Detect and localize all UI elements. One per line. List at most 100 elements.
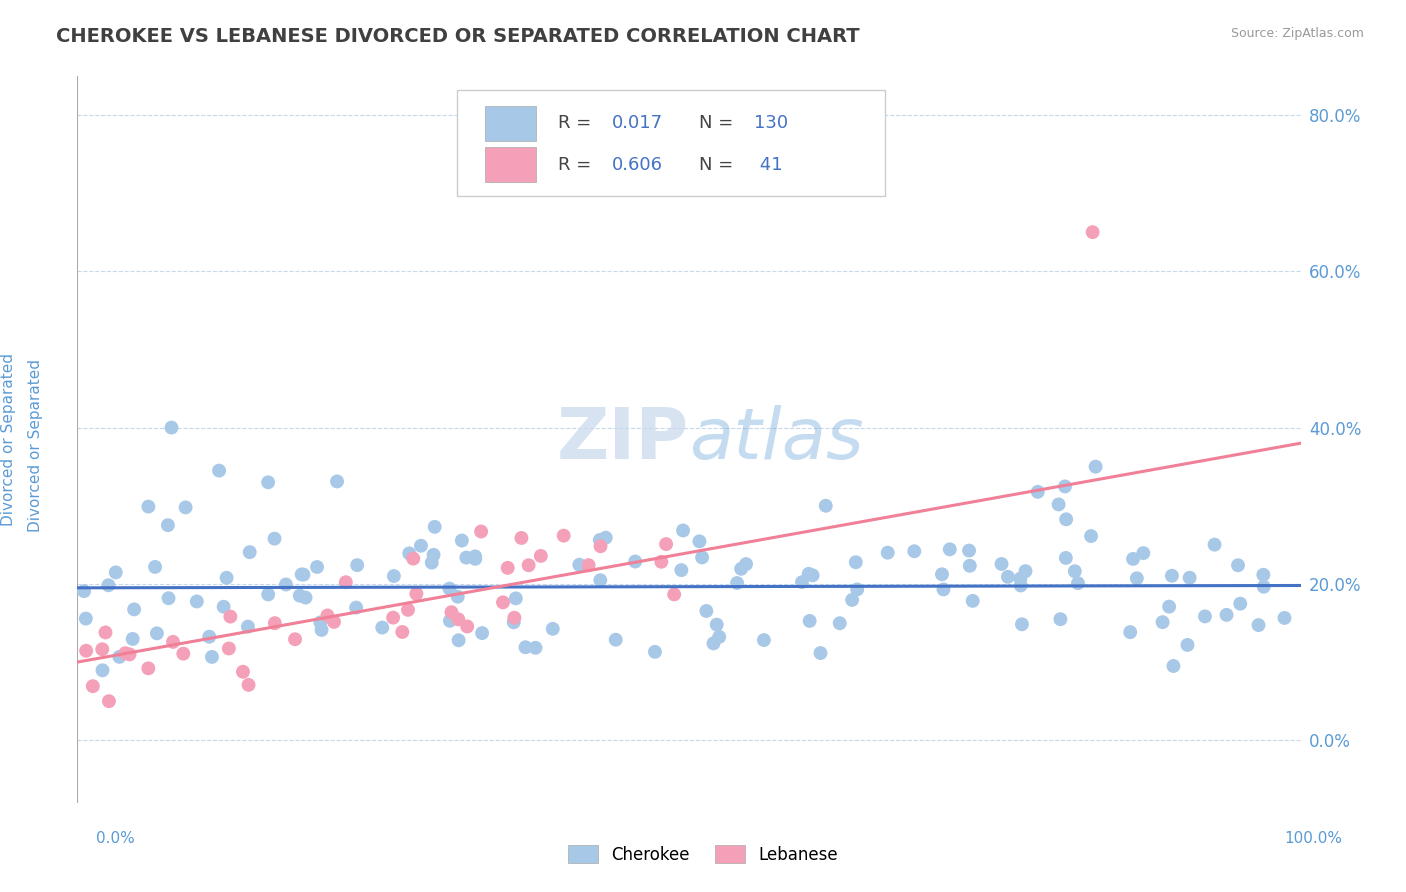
- Point: [208, 464, 231, 478]
- Point: [239, 545, 262, 559]
- Point: [118, 648, 141, 662]
- Point: [157, 591, 180, 606]
- Point: [1063, 564, 1085, 578]
- Point: [1011, 617, 1033, 632]
- Point: [121, 632, 143, 646]
- Point: [160, 420, 183, 434]
- Text: R =: R =: [558, 156, 598, 174]
- Point: [218, 641, 240, 656]
- Text: atlas: atlas: [689, 405, 863, 474]
- Point: [605, 632, 627, 647]
- Point: [578, 558, 600, 573]
- Point: [1178, 571, 1201, 585]
- Point: [1122, 552, 1144, 566]
- Point: [990, 557, 1012, 571]
- Point: [959, 558, 981, 573]
- Legend: Cherokee, Lebanese: Cherokee, Lebanese: [561, 838, 845, 871]
- Point: [186, 594, 208, 608]
- Point: [931, 567, 953, 582]
- Point: [471, 626, 494, 640]
- Point: [212, 599, 235, 614]
- Point: [1054, 512, 1077, 526]
- Point: [799, 614, 821, 628]
- Point: [464, 552, 486, 566]
- Text: CHEROKEE VS LEBANESE DIVORCED OR SEPARATED CORRELATION CHART: CHEROKEE VS LEBANESE DIVORCED OR SEPARAT…: [56, 27, 860, 45]
- Point: [172, 647, 194, 661]
- Point: [814, 499, 837, 513]
- Text: Source: ZipAtlas.com: Source: ZipAtlas.com: [1230, 27, 1364, 40]
- Point: [464, 549, 486, 564]
- Point: [274, 577, 297, 591]
- Point: [1084, 459, 1107, 474]
- Point: [903, 544, 925, 558]
- Point: [876, 546, 898, 560]
- Point: [553, 528, 575, 542]
- Point: [1080, 529, 1102, 543]
- Point: [709, 630, 731, 644]
- Point: [752, 633, 775, 648]
- Point: [136, 661, 159, 675]
- Point: [510, 531, 533, 545]
- Point: [939, 542, 962, 557]
- Point: [690, 550, 713, 565]
- Point: [402, 551, 425, 566]
- Point: [1177, 638, 1199, 652]
- Point: [503, 611, 526, 625]
- Point: [662, 587, 685, 601]
- Point: [1126, 571, 1149, 585]
- Point: [1274, 611, 1296, 625]
- Point: [695, 604, 717, 618]
- Point: [845, 555, 868, 569]
- Point: [97, 578, 120, 592]
- Text: Divorced or Separated: Divorced or Separated: [28, 359, 42, 533]
- Point: [97, 694, 120, 708]
- Point: [382, 610, 405, 624]
- Point: [146, 626, 169, 640]
- Point: [1010, 572, 1032, 586]
- Point: [1053, 479, 1076, 493]
- Point: [1247, 618, 1270, 632]
- Point: [1049, 612, 1071, 626]
- Point: [1067, 576, 1090, 591]
- Point: [688, 534, 710, 549]
- Point: [797, 566, 820, 581]
- Point: [201, 649, 224, 664]
- Point: [420, 556, 443, 570]
- Text: N =: N =: [699, 156, 738, 174]
- Point: [323, 615, 346, 629]
- Point: [423, 520, 446, 534]
- Point: [589, 533, 612, 547]
- Point: [1014, 564, 1036, 578]
- FancyBboxPatch shape: [457, 90, 884, 195]
- Point: [1010, 578, 1032, 592]
- Point: [82, 679, 104, 693]
- Point: [219, 609, 242, 624]
- Point: [1159, 599, 1181, 614]
- Point: [496, 561, 519, 575]
- Point: [114, 646, 136, 660]
- Point: [94, 625, 117, 640]
- Text: N =: N =: [699, 114, 738, 132]
- Point: [447, 612, 470, 626]
- Point: [650, 555, 672, 569]
- Text: Divorced or Separated: Divorced or Separated: [1, 353, 15, 525]
- Point: [382, 569, 405, 583]
- Point: [530, 549, 553, 563]
- Point: [335, 575, 357, 590]
- Text: 130: 130: [754, 114, 787, 132]
- Point: [284, 632, 307, 647]
- Point: [311, 623, 333, 637]
- Point: [162, 635, 184, 649]
- Text: 41: 41: [754, 156, 782, 174]
- Point: [346, 558, 368, 573]
- Point: [447, 590, 470, 604]
- Point: [828, 616, 851, 631]
- Point: [846, 582, 869, 597]
- Point: [672, 524, 695, 538]
- Point: [1160, 568, 1182, 582]
- Point: [422, 548, 444, 562]
- Point: [1253, 567, 1275, 582]
- Point: [215, 571, 238, 585]
- Point: [962, 594, 984, 608]
- Text: R =: R =: [558, 114, 598, 132]
